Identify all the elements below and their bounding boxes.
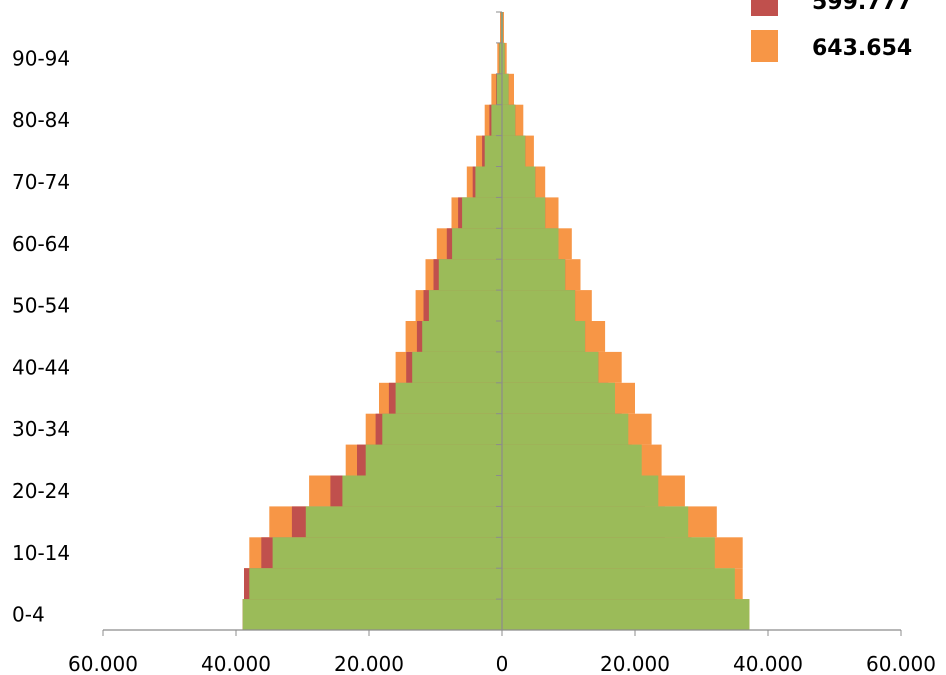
y-tick-label: 60-64	[12, 232, 70, 256]
x-tick-label: 40.000	[733, 652, 803, 675]
bar-green-left-15-19	[305, 506, 502, 538]
bar-green-left-25-29	[365, 444, 502, 476]
bar-green-right-25-29	[502, 444, 642, 476]
x-tick-label: 20.000	[600, 652, 670, 675]
y-tick-label: 30-34	[12, 417, 70, 441]
bar-green-right-30-34	[502, 413, 629, 445]
y-tick-label: 20-24	[12, 479, 70, 503]
bar-green-left-20-24	[342, 475, 502, 507]
axes-group	[102, 11, 902, 636]
bar-green-right-70-74	[502, 166, 536, 198]
x-tick-label: 0	[496, 652, 509, 675]
bar-green-right-15-19	[502, 506, 689, 538]
bar-green-left-55-59	[438, 259, 502, 291]
bar-green-left-30-34	[382, 413, 502, 445]
y-tick-label: 10-14	[12, 541, 70, 565]
bar-green-left-60-64	[452, 228, 502, 260]
bar-green-right-45-49	[502, 321, 586, 352]
y-tick-label: 70-74	[12, 170, 70, 194]
x-tick-labels: 60.000 40.000 20.000 0 20.000 40.000 60.000	[68, 652, 936, 675]
bar-green-left-40-44	[412, 351, 502, 383]
bar-green-right-20-24	[502, 475, 659, 507]
y-tick-label: 50-54	[12, 294, 70, 318]
x-tick-label: 60.000	[866, 652, 936, 675]
bar-green-left-35-39	[395, 382, 502, 414]
bar-green-right-10-14	[502, 537, 715, 569]
bar-green-right-60-64	[502, 228, 559, 260]
x-tick-label: 40.000	[201, 652, 271, 675]
bar-green-right-0-4	[502, 599, 750, 630]
bar-green-left-10-14	[272, 537, 502, 569]
bar-green-right-85-89	[502, 73, 509, 105]
legend: 599.777 643.654	[751, 0, 912, 62]
bar-green-left-5-9	[249, 568, 502, 600]
legend-swatch	[751, 30, 778, 62]
bar-green-right-5-9	[502, 568, 735, 600]
x-tick-label: 20.000	[334, 652, 404, 675]
legend-swatch	[751, 0, 778, 16]
legend-label: 643.654	[812, 36, 912, 61]
y-tick-label: 80-84	[12, 108, 70, 132]
bar-green-right-80-84	[502, 104, 516, 136]
y-tick-label: 0-4	[12, 603, 45, 627]
bar-green-right-55-59	[502, 259, 566, 291]
bar-green-left-50-54	[428, 290, 502, 321]
bar-green-left-70-74	[475, 166, 502, 198]
bar-green-left-75-79	[484, 135, 502, 167]
bar-green-right-35-39	[502, 382, 615, 414]
bar-green-left-45-49	[422, 321, 502, 352]
y-tick-labels: 0-4 10-14 20-24 30-34 40-44 50-54 60-64 70-74 80…	[12, 46, 70, 626]
bar-green-left-65-69	[462, 197, 502, 229]
bar-green-left-85-89	[496, 73, 502, 105]
bar-green-right-50-54	[502, 290, 576, 321]
y-tick-label: 40-44	[12, 355, 70, 379]
legend-label: 599.777	[812, 0, 912, 15]
y-tick-label: 90-94	[12, 46, 70, 70]
bar-green-right-40-44	[502, 351, 599, 383]
bar-green-left-0-4	[242, 599, 502, 630]
bar-green-right-90-94	[502, 42, 505, 74]
bar-green-right-65-69	[502, 197, 546, 229]
x-tick-label: 60.000	[68, 652, 138, 675]
bar-green-right-75-79	[502, 135, 526, 167]
bar-green-left-90-94	[499, 42, 502, 74]
bars-group	[242, 12, 750, 630]
bar-green-left-80-84	[491, 104, 502, 136]
